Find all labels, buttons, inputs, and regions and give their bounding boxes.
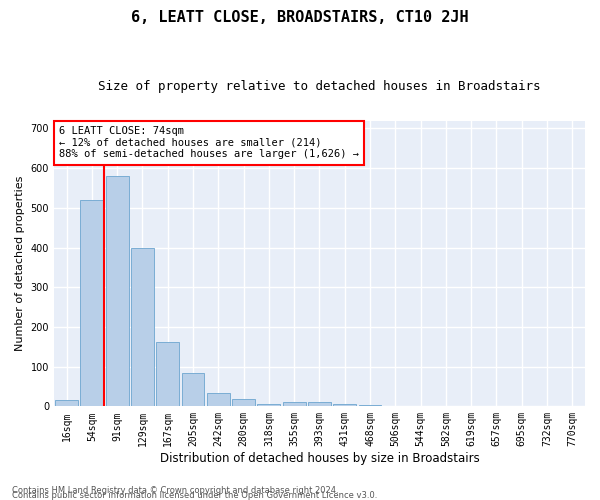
Bar: [157, 342, 179, 406]
Bar: [55, 400, 78, 406]
Text: Contains public sector information licensed under the Open Government Licence v3: Contains public sector information licen…: [12, 491, 377, 500]
Bar: [334, 404, 356, 406]
Bar: [232, 399, 255, 406]
Bar: [80, 200, 103, 406]
Bar: [207, 393, 230, 406]
Text: 6 LEATT CLOSE: 74sqm
← 12% of detached houses are smaller (214)
88% of semi-deta: 6 LEATT CLOSE: 74sqm ← 12% of detached h…: [59, 126, 359, 160]
Bar: [182, 374, 205, 406]
Title: Size of property relative to detached houses in Broadstairs: Size of property relative to detached ho…: [98, 80, 541, 93]
Y-axis label: Number of detached properties: Number of detached properties: [15, 176, 25, 351]
Bar: [283, 402, 305, 406]
Bar: [308, 402, 331, 406]
Bar: [257, 404, 280, 406]
Text: 6, LEATT CLOSE, BROADSTAIRS, CT10 2JH: 6, LEATT CLOSE, BROADSTAIRS, CT10 2JH: [131, 10, 469, 25]
Bar: [359, 405, 382, 406]
X-axis label: Distribution of detached houses by size in Broadstairs: Distribution of detached houses by size …: [160, 452, 479, 465]
Bar: [131, 248, 154, 406]
Text: Contains HM Land Registry data © Crown copyright and database right 2024.: Contains HM Land Registry data © Crown c…: [12, 486, 338, 495]
Bar: [106, 176, 128, 406]
